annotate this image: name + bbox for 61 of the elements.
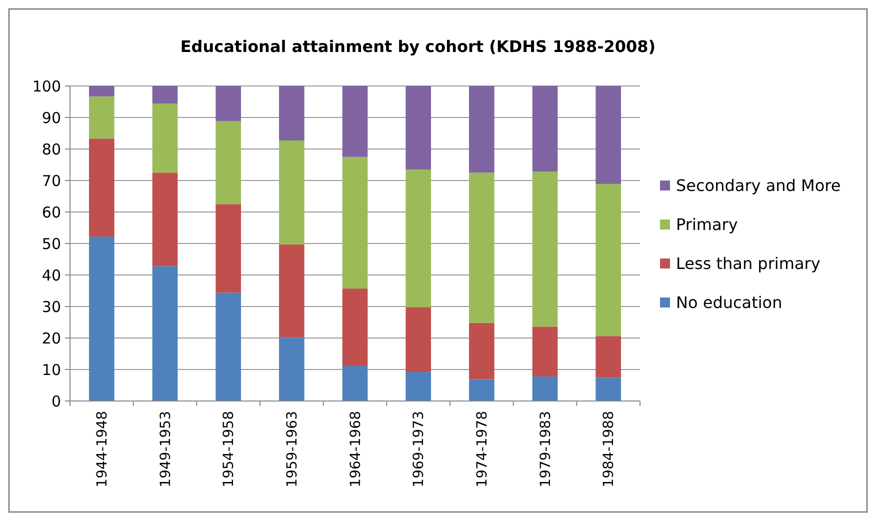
y-tick-label: 90 xyxy=(42,108,61,127)
bar xyxy=(406,307,431,372)
x-tick-label: 1959-1963 xyxy=(284,411,301,488)
bar xyxy=(532,86,558,172)
bar xyxy=(406,86,431,170)
y-tick-label: 50 xyxy=(42,234,61,253)
bar xyxy=(469,322,494,380)
y-tick-label: 20 xyxy=(42,329,61,348)
bar xyxy=(216,204,241,293)
bar xyxy=(596,86,621,184)
y-tick-label: 100 xyxy=(32,77,61,96)
x-tick-label: 1949-1953 xyxy=(158,411,174,488)
bar xyxy=(342,86,368,157)
x-tick-label: 1954-1958 xyxy=(221,411,238,488)
bar xyxy=(469,172,494,323)
y-tick-label: 0 xyxy=(51,392,61,410)
bar xyxy=(216,120,241,204)
x-tick-label: 1984-1988 xyxy=(601,411,618,488)
bar xyxy=(279,86,304,140)
legend-label: Primary xyxy=(676,215,738,234)
y-tick-label: 30 xyxy=(42,298,61,316)
legend-label: Secondary and More xyxy=(676,176,841,196)
bar xyxy=(469,379,494,401)
bar xyxy=(279,244,304,338)
y-tick-label: 40 xyxy=(42,266,61,284)
bar xyxy=(406,372,431,401)
bar xyxy=(152,86,178,104)
bar xyxy=(342,288,368,366)
bar xyxy=(89,86,114,96)
x-tick-label: 1944-1948 xyxy=(94,411,111,488)
bar xyxy=(152,104,178,173)
bar xyxy=(152,172,178,266)
y-tick-label: 60 xyxy=(42,203,61,222)
bar xyxy=(596,378,621,401)
bar xyxy=(279,140,304,244)
bar xyxy=(152,266,178,401)
y-tick-label: 10 xyxy=(42,360,61,379)
y-tick-label: 80 xyxy=(42,140,61,158)
bar xyxy=(532,172,558,327)
y-tick-label: 70 xyxy=(42,172,61,190)
bar xyxy=(596,336,621,378)
bar xyxy=(342,366,368,401)
bar xyxy=(596,184,621,336)
bar xyxy=(406,169,431,308)
bar xyxy=(89,236,114,401)
legend-label: No education xyxy=(676,293,782,312)
bar xyxy=(532,376,558,401)
x-tick-label: 1979-1983 xyxy=(538,411,554,488)
x-tick-label: 1974-1978 xyxy=(474,411,491,488)
bar xyxy=(216,292,241,401)
legend-label: Less than primary xyxy=(676,254,820,274)
x-tick-label: 1964-1968 xyxy=(348,411,364,488)
bar xyxy=(532,326,558,376)
bar xyxy=(342,156,368,289)
bar xyxy=(89,96,114,139)
x-tick-label: 1969-1973 xyxy=(411,411,428,488)
bar xyxy=(469,86,494,173)
chart-title: Educational attainment by cohort (KDHS 1988-2008) xyxy=(180,37,656,56)
bar xyxy=(89,138,114,237)
bar xyxy=(279,337,304,401)
bar xyxy=(216,86,241,121)
